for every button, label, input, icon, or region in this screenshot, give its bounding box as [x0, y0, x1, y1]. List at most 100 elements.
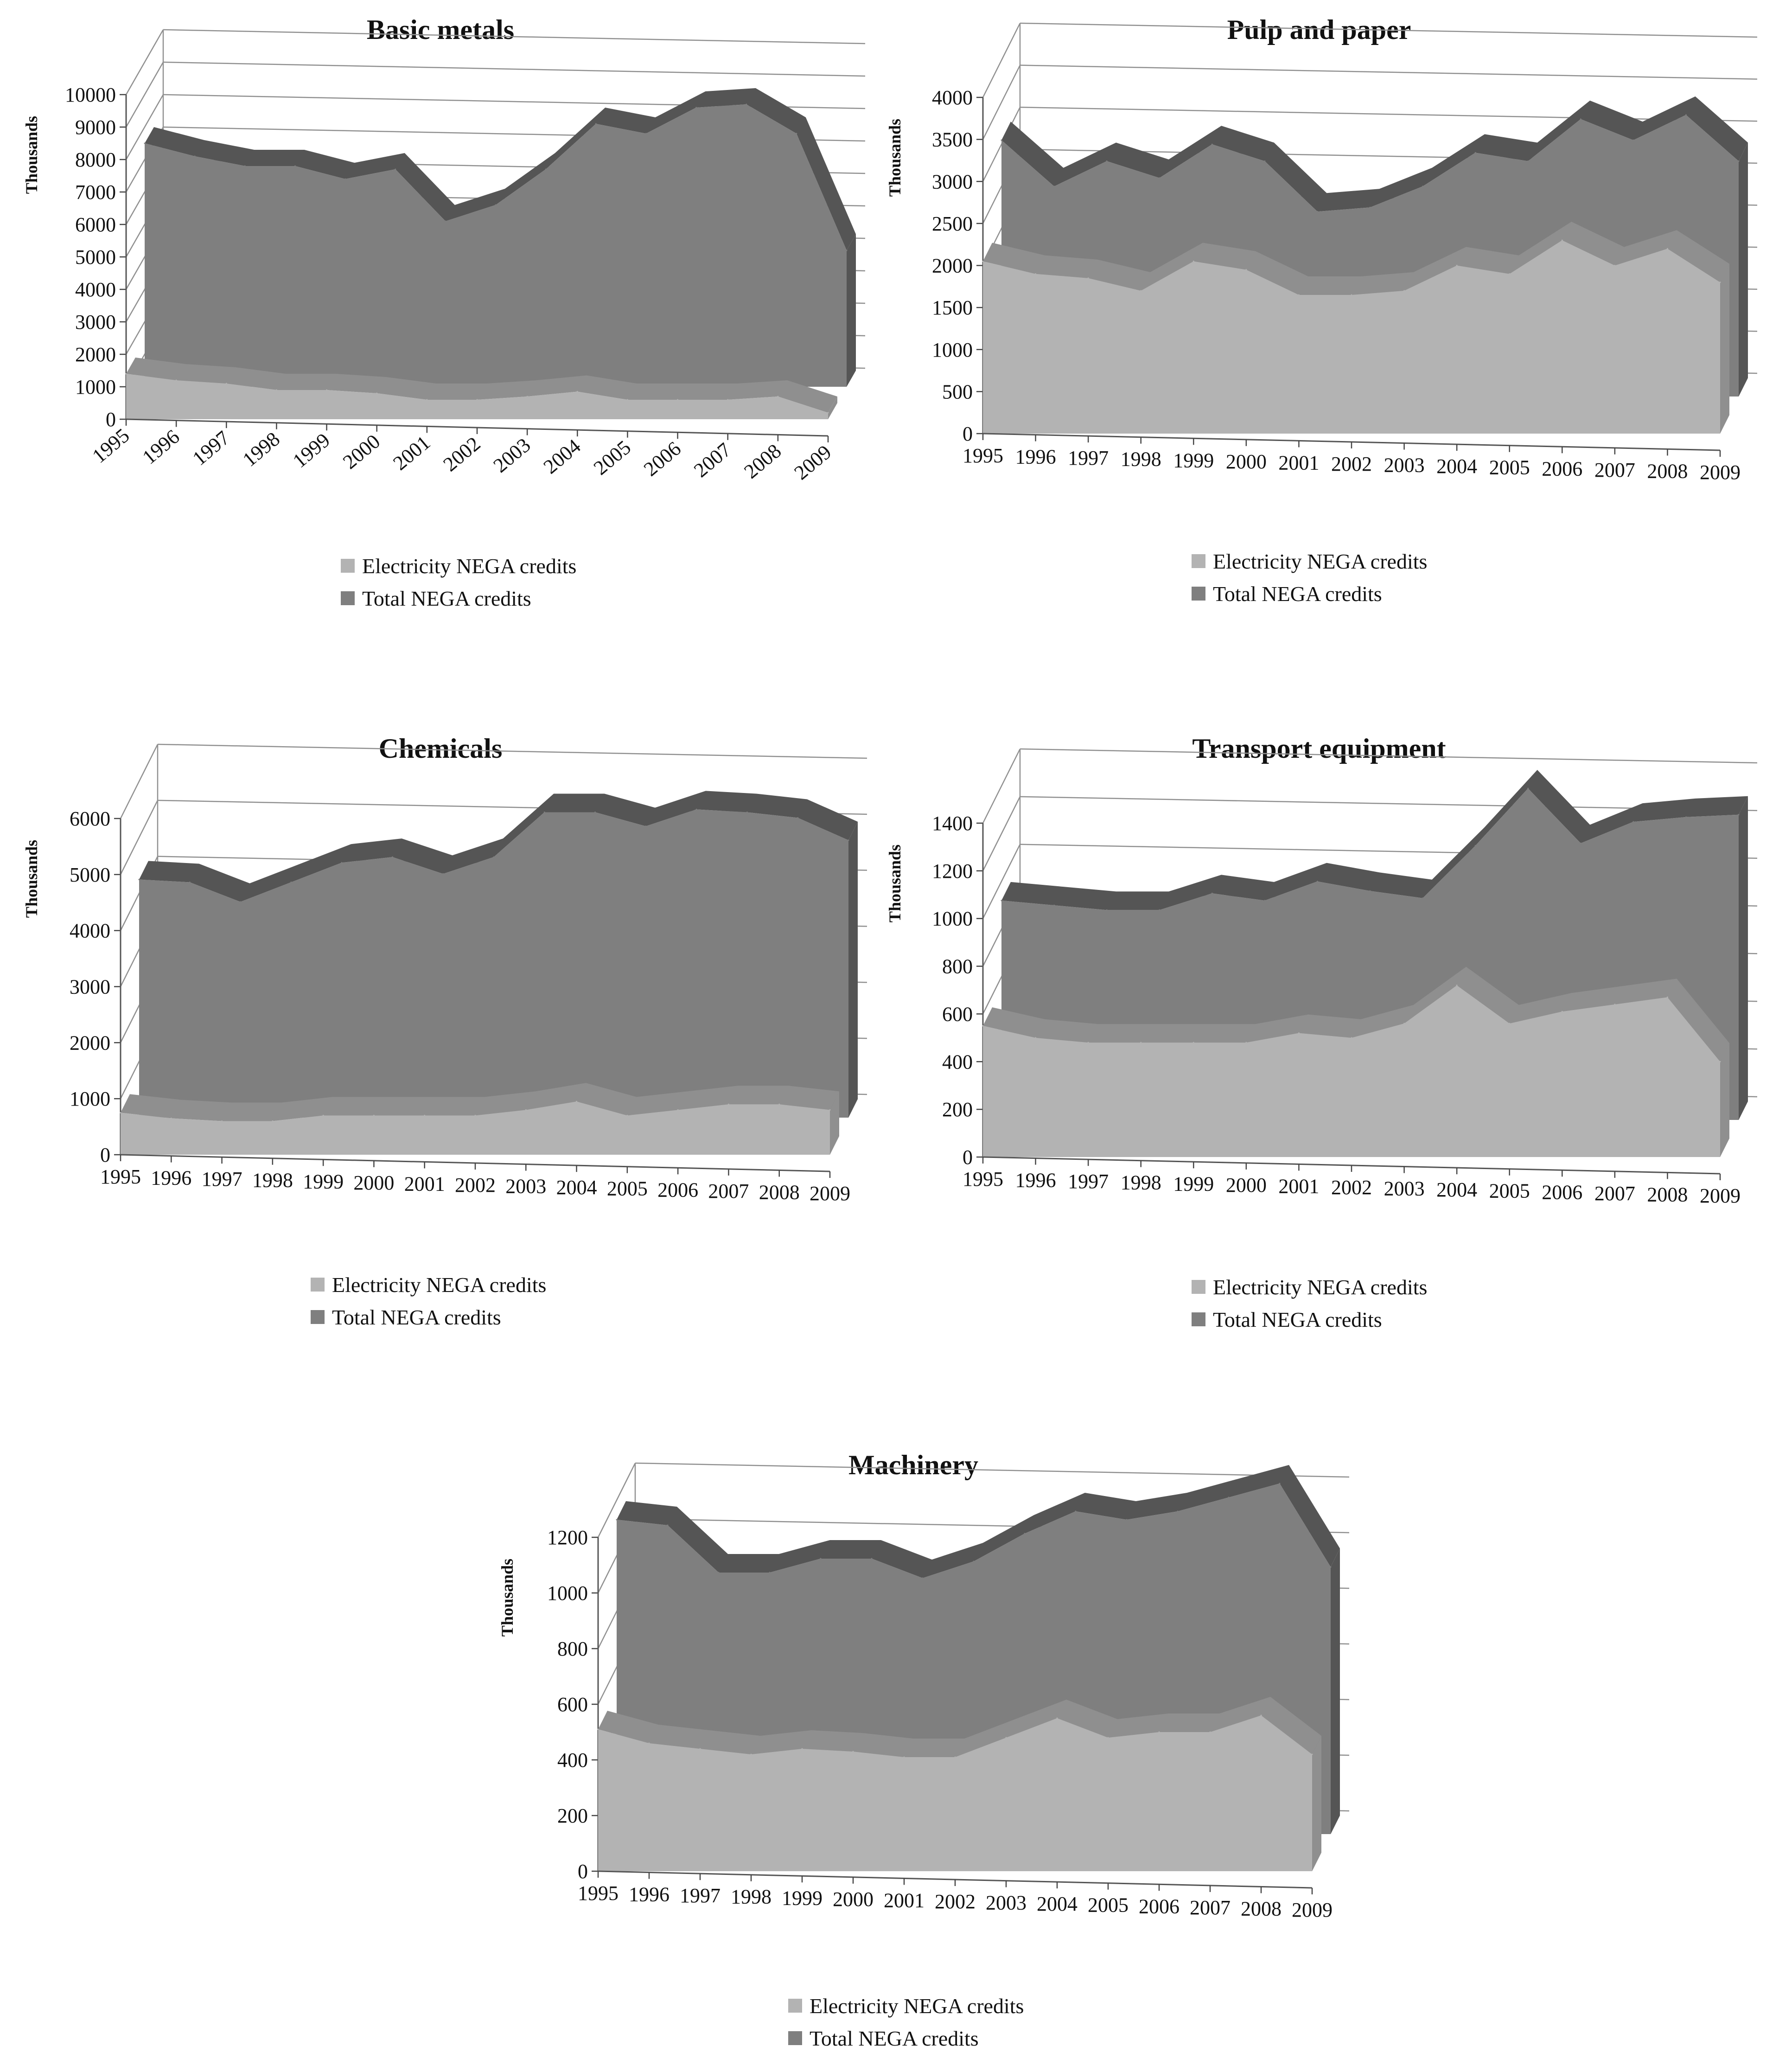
- x-tick-label: 2001: [389, 431, 434, 475]
- total-nega-series-point-2005: [1126, 1519, 1128, 1521]
- y-tick-label: 1000: [75, 376, 116, 398]
- y-tick-label: 0: [100, 1144, 110, 1166]
- legend: Electricity NEGA credits Total NEGA cred…: [311, 1268, 546, 1333]
- electricity-nega-series-point-2009: [1311, 1753, 1313, 1755]
- total-nega-series-point-2001: [1316, 211, 1318, 212]
- x-tick-label: 1995: [963, 444, 1003, 467]
- y-tick-label: 200: [557, 1804, 588, 1827]
- electricity-nega-series-point-1997: [221, 1120, 223, 1122]
- total-nega-series-point-2007: [1632, 139, 1634, 141]
- total-nega-series-point-1995: [138, 878, 140, 880]
- electricity-nega-series-point-1998: [1140, 290, 1142, 292]
- electricity-nega-series-point-1996: [1035, 273, 1037, 275]
- electricity-nega-series-side-face: [828, 396, 837, 419]
- total-nega-series-point-2002: [1369, 206, 1371, 208]
- x-tick-label: 2000: [338, 430, 384, 473]
- x-tick-label: 2001: [404, 1172, 445, 1195]
- y-tick-label: 3000: [70, 976, 110, 998]
- x-tick-label: 2004: [556, 1176, 597, 1199]
- x-tick-label: 2006: [1542, 457, 1582, 480]
- electricity-nega-series-point-2004: [576, 391, 578, 392]
- electricity-nega-series-point-2001: [903, 1756, 905, 1758]
- gridline-7: [1020, 64, 1758, 80]
- total-nega-series-point-2000: [391, 856, 393, 858]
- total-nega-series-top-surface: [139, 791, 858, 902]
- total-nega-series-side-face: [1331, 1548, 1340, 1834]
- side-grid-6: [120, 744, 159, 819]
- total-nega-series-point-2001: [445, 220, 446, 222]
- x-tick-label: 1999: [1173, 449, 1214, 472]
- electricity-nega-series-point-2002: [476, 399, 478, 401]
- x-tick-label: 2007: [708, 1180, 749, 1202]
- total-nega-series-point-2004: [595, 123, 597, 125]
- electricity-nega-series-point-2002: [954, 1756, 956, 1758]
- x-tick-label: 2000: [353, 1171, 394, 1194]
- electricity-nega-series-point-1996: [170, 1117, 172, 1119]
- side-grid-9: [125, 62, 164, 128]
- total-nega-series-point-2002: [493, 856, 495, 858]
- y-tick-label: 0: [578, 1860, 588, 1883]
- x-tick-label: 2007: [1594, 459, 1635, 481]
- total-nega-series-point-1995: [616, 1519, 618, 1521]
- chart-title: Transport equipment: [1192, 733, 1446, 764]
- y-tick-label: 6000: [70, 807, 110, 830]
- electricity-nega-series-point-2005: [626, 399, 628, 401]
- electricity-nega-series-point-1996: [1035, 1037, 1037, 1039]
- electricity-nega-series-point-2000: [376, 392, 378, 394]
- electricity-nega-series-point-2003: [1005, 1737, 1007, 1739]
- x-tick-label: 1997: [188, 426, 234, 470]
- total-nega-series-point-1997: [240, 901, 242, 903]
- total-nega-series-point-1996: [194, 155, 196, 157]
- y-tick-label: 600: [942, 1003, 973, 1025]
- y-tick-label: 4000: [932, 86, 973, 109]
- electricity-nega-series-point-2003: [1403, 1023, 1405, 1024]
- x-tick-label: 1999: [303, 1170, 344, 1193]
- electricity-nega-series-point-1999: [801, 1748, 803, 1750]
- y-tick-label: 2000: [75, 343, 116, 366]
- x-tick-label: 2000: [1226, 450, 1267, 473]
- electricity-nega-series-point-2004: [1456, 265, 1458, 266]
- total-nega-series-point-2009: [1738, 160, 1740, 162]
- electricity-nega-series-point-2007: [1614, 265, 1616, 266]
- total-nega-series-point-1999: [1211, 143, 1213, 145]
- x-tick-label: 2008: [740, 440, 785, 483]
- total-nega-series-point-2004: [1474, 152, 1476, 153]
- y-tick-label: 0: [106, 408, 116, 431]
- side-grid-5: [982, 844, 1021, 919]
- legend: Electricity NEGA credits Total NEGA cred…: [1192, 1271, 1427, 1336]
- total-nega-series-point-2007: [746, 103, 747, 105]
- electricity-nega-series-point-1995: [982, 260, 984, 262]
- total-nega-series-area: [139, 809, 848, 1118]
- electricity-nega-series-point-1998: [275, 389, 277, 391]
- chart-title: Basic metals: [366, 14, 515, 45]
- total-nega-series-point-2007: [1228, 1496, 1230, 1498]
- legend: Electricity NEGA credits Total NEGA cred…: [788, 1989, 1024, 2054]
- electricity-nega-series-point-2005: [1107, 1737, 1109, 1739]
- total-nega-series-top-surface: [1001, 96, 1748, 212]
- x-tick-label: 1998: [731, 1886, 772, 1908]
- total-nega-series-point-2008: [796, 133, 797, 134]
- electricity-nega-series-side-face: [1312, 1736, 1321, 1871]
- x-tick-label: 2002: [439, 432, 485, 476]
- y-tick-label: 600: [557, 1693, 588, 1716]
- gridline-8: [1020, 22, 1758, 38]
- total-nega-series-point-2008: [1685, 114, 1687, 116]
- electricity-nega-series-top-surface: [598, 1697, 1321, 1757]
- total-nega-series-side-face: [847, 234, 856, 387]
- x-tick-label: 1998: [252, 1169, 293, 1192]
- total-nega-series-point-2008: [797, 817, 799, 819]
- legend-item-electricity: Electricity NEGA credits: [788, 1989, 1024, 2022]
- x-tick-label: 1996: [1015, 1169, 1056, 1192]
- total-nega-series-top-surface: [1001, 770, 1748, 910]
- x-tick-label: 2005: [1489, 456, 1530, 479]
- chart-plot: 0 1000 2000 3000 4000 5000 6000 7000 8000 9000 100…: [22, 29, 866, 484]
- y-axis-label: Thousands: [886, 119, 904, 197]
- y-tick-label: 1000: [70, 1087, 110, 1110]
- total-nega-series-point-2004: [1474, 845, 1476, 847]
- x-tick-label: 2002: [1331, 1176, 1372, 1199]
- total-nega-series-point-1998: [769, 1572, 771, 1573]
- legend-swatch-total: [1192, 1312, 1205, 1326]
- electricity-nega-series-point-2000: [373, 1114, 375, 1116]
- chart-transport-equipment: Transport equipment 0 200 400 600 800 1000 120…: [881, 733, 1758, 1349]
- y-tick-label: 2500: [932, 212, 973, 235]
